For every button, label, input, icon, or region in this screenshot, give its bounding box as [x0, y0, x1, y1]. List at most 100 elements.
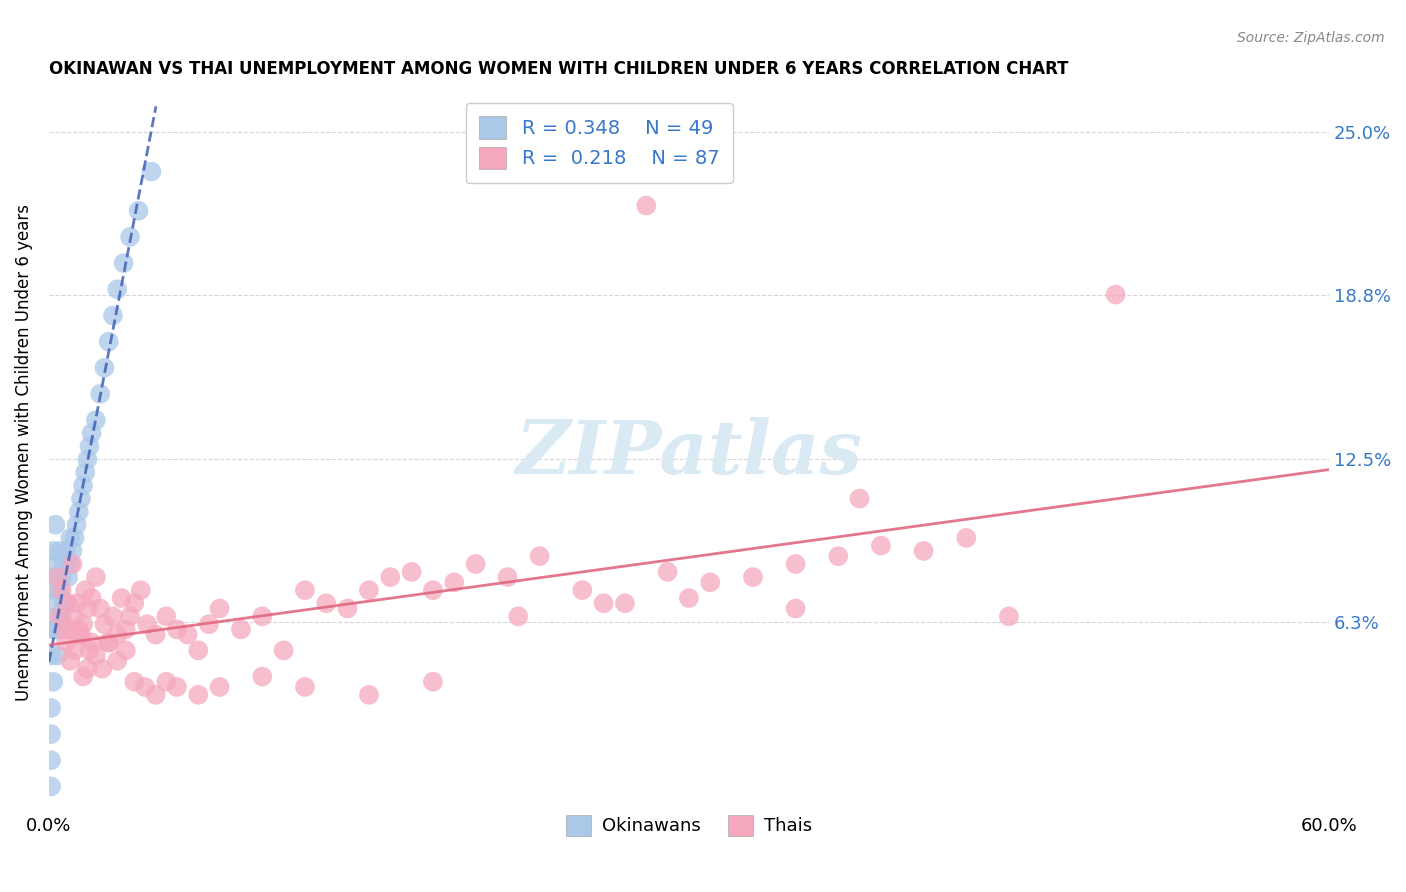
Point — [39, 701, 62, 715]
Point — [66, 596, 89, 610]
Point — [79, 439, 101, 453]
Point — [699, 575, 721, 590]
Point — [42, 570, 65, 584]
Point — [59, 623, 82, 637]
Text: OKINAWAN VS THAI UNEMPLOYMENT AMONG WOMEN WITH CHILDREN UNDER 6 YEARS CORRELATIO: OKINAWAN VS THAI UNEMPLOYMENT AMONG WOME… — [49, 60, 1069, 78]
Point — [315, 596, 337, 610]
Point — [110, 591, 132, 605]
Point — [118, 609, 141, 624]
Point — [252, 669, 274, 683]
Point — [529, 549, 551, 563]
Point — [401, 565, 423, 579]
Point — [571, 583, 593, 598]
Point — [198, 617, 221, 632]
Point — [145, 627, 167, 641]
Point — [176, 627, 198, 641]
Point — [129, 583, 152, 598]
Point — [63, 609, 86, 624]
Point — [46, 570, 69, 584]
Point — [380, 570, 402, 584]
Point — [208, 680, 231, 694]
Point — [42, 544, 65, 558]
Point — [51, 570, 73, 584]
Point — [52, 557, 75, 571]
Point — [464, 557, 486, 571]
Point — [76, 601, 98, 615]
Point — [870, 539, 893, 553]
Point — [52, 596, 75, 610]
Point — [112, 256, 135, 270]
Point — [91, 662, 114, 676]
Point — [56, 570, 79, 584]
Point — [39, 648, 62, 663]
Point — [63, 531, 86, 545]
Point — [42, 674, 65, 689]
Point — [636, 198, 658, 212]
Point — [657, 565, 679, 579]
Point — [827, 549, 849, 563]
Point — [80, 635, 103, 649]
Point — [97, 334, 120, 349]
Point — [75, 583, 97, 598]
Point — [785, 601, 807, 615]
Y-axis label: Unemployment Among Women with Children Under 6 years: Unemployment Among Women with Children U… — [15, 204, 32, 701]
Point — [998, 609, 1021, 624]
Point — [785, 557, 807, 571]
Point — [66, 517, 89, 532]
Point — [613, 596, 636, 610]
Point — [114, 643, 136, 657]
Point — [51, 609, 73, 624]
Point — [76, 452, 98, 467]
Point — [128, 203, 150, 218]
Point — [678, 591, 700, 605]
Point — [422, 674, 444, 689]
Point — [39, 780, 62, 794]
Point — [187, 643, 209, 657]
Point — [42, 623, 65, 637]
Point — [80, 426, 103, 441]
Point — [59, 531, 82, 545]
Point — [252, 609, 274, 624]
Point — [67, 623, 90, 637]
Point — [124, 596, 146, 610]
Point — [742, 570, 765, 584]
Point — [59, 654, 82, 668]
Point — [422, 583, 444, 598]
Point — [42, 596, 65, 610]
Point — [55, 635, 77, 649]
Point — [955, 531, 977, 545]
Point — [101, 609, 124, 624]
Point — [155, 609, 177, 624]
Point — [273, 643, 295, 657]
Point — [136, 617, 159, 632]
Point — [118, 230, 141, 244]
Point — [145, 688, 167, 702]
Point — [48, 623, 70, 637]
Point — [46, 609, 69, 624]
Point — [912, 544, 935, 558]
Point — [89, 387, 111, 401]
Point — [84, 413, 107, 427]
Point — [93, 360, 115, 375]
Point — [67, 505, 90, 519]
Point — [44, 583, 66, 598]
Point — [97, 635, 120, 649]
Point — [141, 164, 163, 178]
Point — [84, 648, 107, 663]
Point — [67, 627, 90, 641]
Point — [48, 583, 70, 598]
Point — [101, 309, 124, 323]
Legend: Okinawans, Thais: Okinawans, Thais — [558, 808, 820, 843]
Point — [72, 617, 94, 632]
Point — [93, 617, 115, 632]
Point — [80, 591, 103, 605]
Point — [48, 609, 70, 624]
Point — [89, 601, 111, 615]
Point — [848, 491, 870, 506]
Point — [592, 596, 614, 610]
Point — [1104, 287, 1126, 301]
Point — [56, 596, 79, 610]
Point — [55, 596, 77, 610]
Point — [124, 674, 146, 689]
Point — [59, 557, 82, 571]
